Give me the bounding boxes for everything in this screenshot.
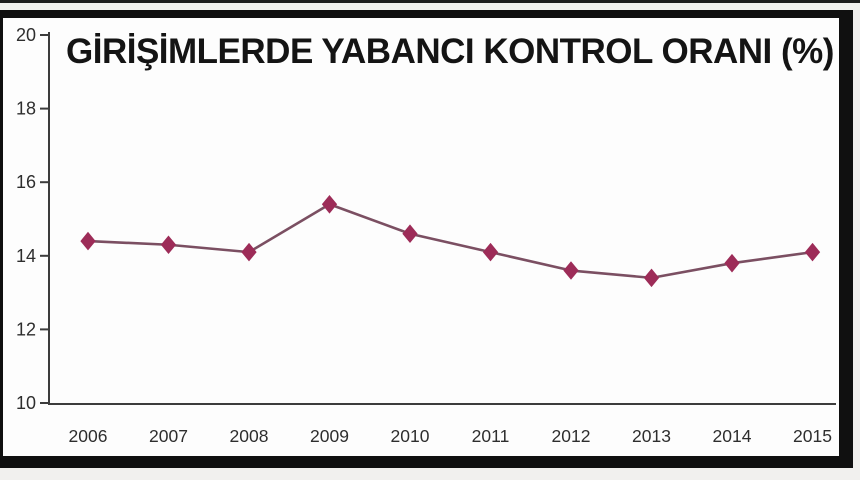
axis-lines xyxy=(48,32,836,405)
y-tick-label: 18 xyxy=(16,99,36,119)
data-point-marker xyxy=(160,235,177,255)
data-point-marker xyxy=(482,242,499,262)
data-point-marker xyxy=(724,253,740,273)
y-tick-label: 16 xyxy=(16,172,36,192)
chart-title: GİRİŞİMLERDE YABANCI KONTROL ORANI (%) xyxy=(66,32,834,71)
y-tick-label: 12 xyxy=(16,319,36,339)
x-axis-label: 2012 xyxy=(552,426,591,446)
image-top-edge xyxy=(0,0,860,3)
data-point-marker xyxy=(804,242,821,262)
y-tick-label: 20 xyxy=(16,25,36,45)
x-axis-label: 2015 xyxy=(793,426,832,446)
data-line xyxy=(87,202,813,280)
x-axis-label: 2013 xyxy=(632,426,671,446)
data-point-marker xyxy=(563,261,579,280)
x-axis-label: 2006 xyxy=(69,426,108,446)
x-axis-label: 2010 xyxy=(391,426,430,446)
x-axis-label: 2014 xyxy=(713,426,752,446)
x-axis-label: 2008 xyxy=(230,426,269,446)
data-point-marker xyxy=(402,224,418,244)
x-axis-label: 2011 xyxy=(472,426,510,446)
data-point-marker xyxy=(241,242,257,262)
data-point-marker xyxy=(80,231,96,251)
data-point-marker xyxy=(643,268,660,288)
chart-frame xyxy=(0,10,853,468)
y-tick-label: 10 xyxy=(16,393,36,413)
y-tick-label: 14 xyxy=(16,246,36,266)
data-point-marker xyxy=(321,194,338,214)
x-axis-label: 2009 xyxy=(310,426,349,446)
x-axis-label: 2007 xyxy=(149,426,188,446)
